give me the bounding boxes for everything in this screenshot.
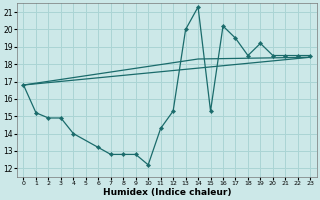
X-axis label: Humidex (Indice chaleur): Humidex (Indice chaleur) <box>103 188 231 197</box>
